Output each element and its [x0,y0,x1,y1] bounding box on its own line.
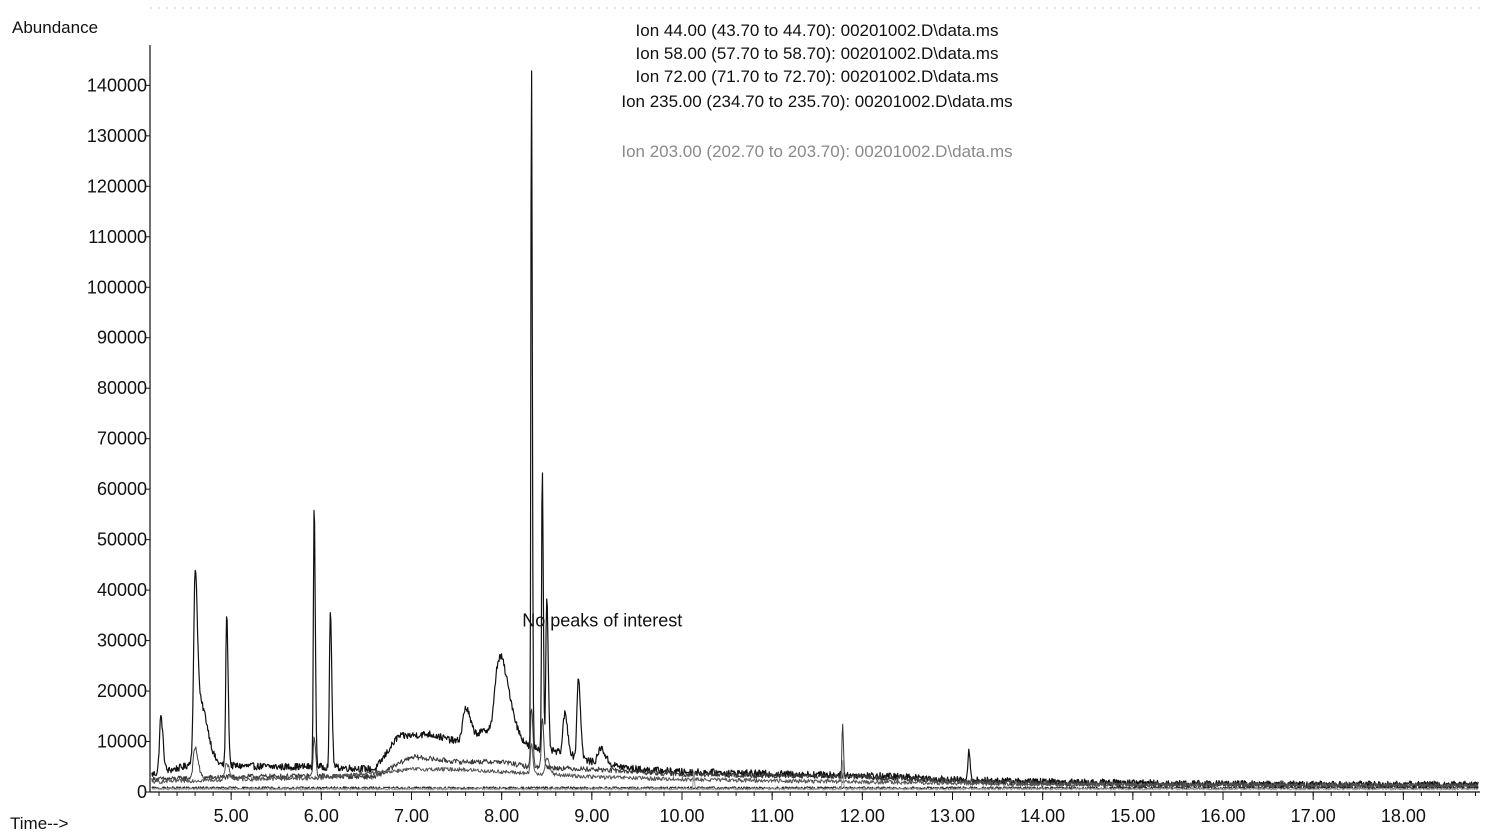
y-tick-label: 30000 [97,631,147,651]
series-group [151,70,1479,791]
y-tick-label: 80000 [97,378,147,398]
series-line-1 [151,70,1479,789]
x-tick-label: 5.00 [214,806,249,826]
y-tick-label: 10000 [97,732,147,752]
y-tick-label: 140000 [87,75,147,95]
y-tick-label: 40000 [97,580,147,600]
y-tick-label: 50000 [97,530,147,550]
x-tick-label: 7.00 [394,806,429,826]
y-tick-label: 120000 [87,176,147,196]
annotation-text: No peaks of interest [522,610,682,630]
legend-entry-2: Ion 58.00 (57.70 to 58.70): 00201002.D\d… [636,44,999,63]
x-ticks-group: 5.00 6.00 7.00 8.00 9.00 10.00 11.00 12.00 13.00… [158,792,1476,826]
y-ticks-group: 0 10000 20000 30000 40000 50000 60000 70000 8000… [87,75,150,802]
y-tick-label: 100000 [87,277,147,297]
legend-entry-4: Ion 235.00 (234.70 to 235.70): 00201002.… [621,92,1012,111]
legend-group: Ion 44.00 (43.70 to 44.70): 00201002.D\d… [621,21,1012,161]
y-tick-label: 110000 [88,227,147,247]
x-tick-label: 9.00 [574,806,609,826]
legend-entry-3: Ion 72.00 (71.70 to 72.70): 00201002.D\d… [636,67,999,86]
x-tick-label: 13.00 [930,806,975,826]
x-tick-label: 14.00 [1020,806,1065,826]
x-tick-label: 17.00 [1291,806,1336,826]
x-axis-label: Time--> [10,814,68,833]
x-tick-label: 11.00 [750,806,794,826]
y-tick-label: 70000 [97,429,147,449]
series-line-5 [151,760,1479,791]
annotations-group: No peaks of interest [522,610,682,630]
x-tick-label: 15.00 [1110,806,1155,826]
y-tick-label: 20000 [97,681,147,701]
y-tick-label: 130000 [87,126,147,146]
x-tick-label: 12.00 [840,806,885,826]
y-tick-label: 90000 [97,328,147,348]
y-tick-label: 0 [137,782,147,802]
axes-group [149,45,1480,793]
series-line-3 [151,743,1479,789]
x-tick-label: 18.00 [1381,806,1426,826]
y-axis-label: Abundance [12,18,98,37]
x-tick-label: 10.00 [659,806,704,826]
legend-entry-1: Ion 44.00 (43.70 to 44.70): 00201002.D\d… [636,21,999,40]
x-tick-label: 16.00 [1200,806,1245,826]
x-tick-label: 6.00 [304,806,339,826]
legend-entry-5: Ion 203.00 (202.70 to 203.70): 00201002.… [621,142,1012,161]
y-tick-label: 60000 [97,479,147,499]
x-tick-label: 8.00 [484,806,519,826]
